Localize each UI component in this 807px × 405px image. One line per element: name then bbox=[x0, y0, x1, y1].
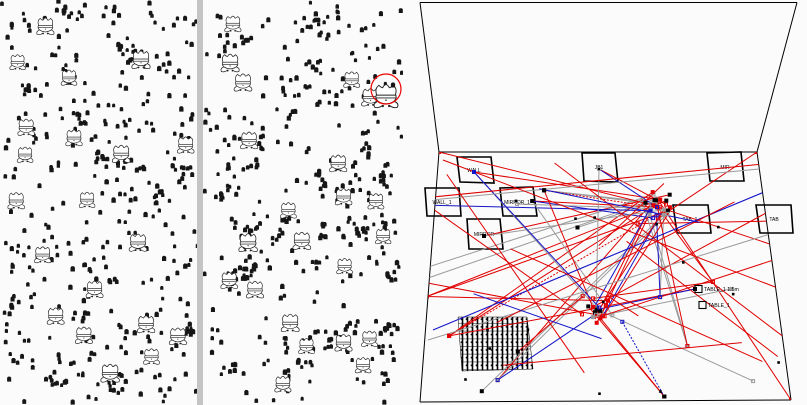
svg-text:TAB: TAB bbox=[769, 217, 779, 223]
svg-text:TABLE_1: TABLE_1 bbox=[708, 303, 730, 309]
svg-text:TABLE_1 1.5m: TABLE_1 1.5m bbox=[704, 287, 739, 293]
